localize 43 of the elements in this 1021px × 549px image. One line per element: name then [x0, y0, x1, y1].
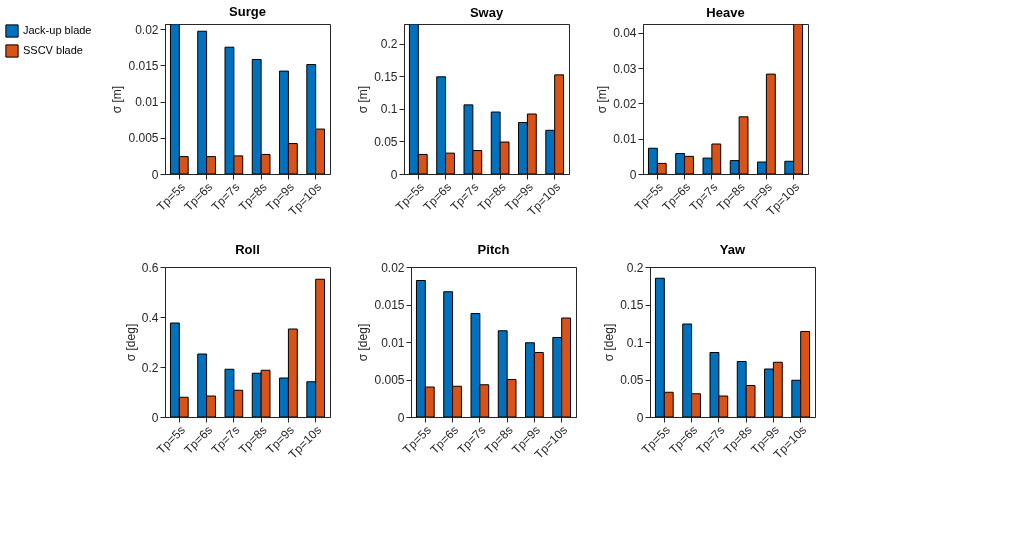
y-tick-label: 0.02 — [613, 96, 637, 111]
y-tick-label: 0.6 — [141, 260, 159, 275]
y-axis-title: σ [m] — [595, 85, 610, 114]
y-tick-label: 0.05 — [620, 373, 644, 387]
y-tick-label: 0.04 — [613, 26, 637, 41]
y-tick-label: 0.4 — [141, 310, 159, 325]
y-tick-label: 0 — [636, 410, 644, 425]
y-tick-label: 0.05 — [374, 134, 398, 149]
y-tick-label: 0.2 — [141, 360, 159, 375]
y-axis-title: σ [m] — [356, 85, 371, 114]
chart-title: Roll — [235, 242, 260, 257]
chart-title: Pitch — [477, 242, 510, 257]
y-tick-label: 0 — [397, 410, 405, 425]
chart-title: Surge — [229, 4, 266, 20]
y-tick-label: 0.15 — [374, 69, 398, 84]
y-tick-label: 0.1 — [380, 102, 398, 117]
y-axis-title: σ [deg] — [356, 323, 371, 362]
y-tick-label: 0.1 — [626, 335, 644, 350]
y-axis-title: σ [m] — [110, 85, 125, 114]
legend-label: SSCV blade — [23, 44, 83, 56]
y-tick-label: 0.01 — [135, 95, 159, 110]
y-tick-label: 0.005 — [128, 131, 159, 146]
chart-title: Sway — [469, 5, 504, 20]
y-tick-label: 0.2 — [380, 37, 398, 52]
y-tick-label: 0.02 — [135, 22, 159, 37]
y-axis-title: σ [deg] — [602, 323, 617, 362]
y-tick-label: 0.02 — [381, 260, 405, 275]
y-axis-title: σ [deg] — [123, 323, 138, 362]
chart-title: Heave — [706, 5, 745, 20]
y-tick-label: 0.2 — [626, 260, 644, 275]
y-tick-label: 0 — [629, 167, 637, 182]
y-tick-label: 0.01 — [381, 335, 405, 350]
y-tick-label: 0 — [151, 410, 159, 425]
y-tick-label: 0.15 — [620, 298, 644, 312]
y-tick-label: 0 — [151, 167, 159, 182]
y-tick-label: 0.015 — [374, 298, 405, 312]
y-tick-label: 0.005 — [374, 373, 405, 387]
legend-label: Jack-up blade — [23, 24, 92, 36]
y-tick-label: 0 — [390, 167, 398, 182]
y-tick-label: 0.03 — [613, 61, 637, 76]
y-tick-label: 0.01 — [613, 132, 637, 147]
chart-title: Yaw — [719, 242, 747, 257]
y-tick-label: 0.015 — [128, 58, 159, 73]
